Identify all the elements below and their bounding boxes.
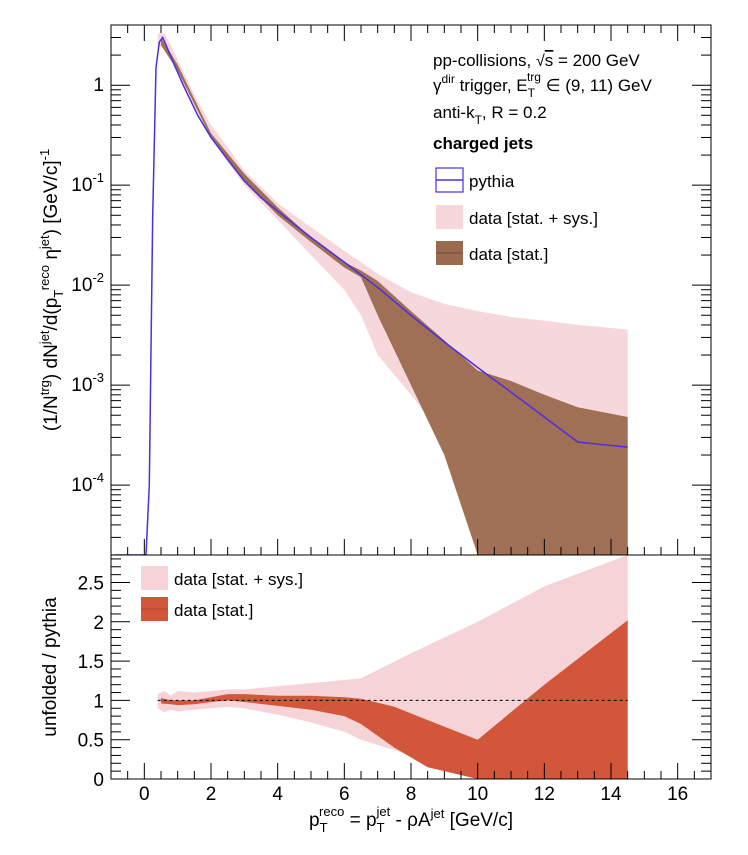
ratio-y-tick-label: 2 [93,613,104,634]
y-tick-label: 1 [93,75,104,96]
spectrum-x-ticks [110,25,712,555]
x-tick-label: 12 [534,784,555,805]
legend-item-sys: data [stat. + sys.] [436,205,598,229]
ratio-y-tick-label: 1 [93,691,104,712]
x-tick-label: 6 [339,784,350,805]
ratio-panel: 0 0.5 1 1.5 2 2.5 0 2 4 6 8 10 12 14 16 unfolded / py… [40,554,712,835]
spectrum-plot-layer [114,33,628,556]
spectrum-panel: 110-110-210-310-4 (1/Ntrg) dNjet/d(pTrec… [37,24,712,556]
ratio-y-tick-label: 0 [93,770,104,791]
ratio-legend-item-stat: data [stat.] [141,597,253,621]
pythia-line [114,36,628,556]
legend-label-stat: data [stat.] [469,245,548,264]
ratio-stat-band [161,620,628,779]
annotation-jets: charged jets [433,134,533,153]
ratio-plot-layer [157,555,628,779]
ratio-y-axis-label: unfolded / pythia [40,597,61,737]
stat-band [161,37,628,555]
ratio-y-tick-label: 0.5 [78,731,104,752]
ratio-legend: data [stat. + sys.] data [stat.] [141,566,303,621]
x-tick-label: 14 [600,784,622,805]
x-tick-label: 10 [467,784,488,805]
x-tick-label: 0 [139,784,150,805]
x-tick-label: 16 [667,784,688,805]
ratio-y-tick-label: 1.5 [78,652,104,673]
x-tick-label: 2 [206,784,217,805]
ratio-y-axis: 0 0.5 1 1.5 2 2.5 [78,558,711,791]
x-tick-label: 4 [272,784,283,805]
x-tick-label: 8 [406,784,417,805]
legend-label-sys: data [stat. + sys.] [469,209,598,228]
spectrum-legend: pythia data [stat. + sys.] data [stat.] [435,167,598,265]
ratio-legend-swatch-sys [141,566,168,590]
ratio-x-axis: 0 2 4 6 8 10 12 14 16 [110,763,712,805]
legend-item-stat: data [stat.] [436,241,548,265]
annotation-collisions: pp-collisions, √s = 200 GeV [433,51,640,70]
ratio-y-tick-label: 2.5 [78,574,104,595]
legend-item-pythia: pythia [435,167,515,193]
ratio-legend-item-sys: data [stat. + sys.] [141,566,303,590]
legend-swatch-sys [436,205,463,229]
ratio-legend-label-stat: data [stat.] [174,601,253,620]
legend-label-pythia: pythia [469,172,515,191]
ratio-legend-label-sys: data [stat. + sys.] [174,570,303,589]
y-tick-label: 10-3 [71,370,104,396]
